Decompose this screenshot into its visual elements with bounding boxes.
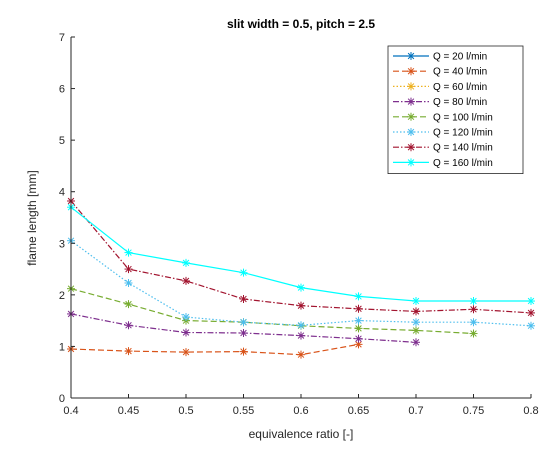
legend-item: Q = 100 l/min: [393, 112, 493, 123]
x-tick-label: 0.75: [463, 405, 484, 417]
legend-item: Q = 80 l/min: [393, 97, 487, 108]
legend-marker: [407, 128, 415, 136]
data-point: [354, 324, 363, 333]
data-point: [354, 304, 363, 313]
data-point: [239, 329, 248, 338]
x-tick-label: 0.8: [523, 405, 538, 417]
data-point: [182, 258, 190, 267]
x-axis-label: equivalence ratio [-]: [249, 427, 354, 441]
data-point: [354, 316, 363, 325]
data-point: [124, 278, 133, 287]
data-point: [297, 350, 305, 359]
legend-item: Q = 60 l/min: [393, 82, 487, 93]
legend-marker: [407, 52, 415, 60]
legend: Q = 20 l/min Q = 40 l/min Q = 60 l/min Q = …: [387, 45, 524, 174]
legend-item: Q = 120 l/min: [393, 128, 493, 139]
data-point: [469, 318, 478, 327]
legend-label: Q = 20 l/min: [433, 52, 487, 63]
x-tick-label: 0.5: [178, 405, 193, 417]
data-point: [182, 313, 190, 322]
y-tick-label: 4: [59, 187, 65, 199]
legend-marker: [407, 158, 415, 167]
data-point: [412, 297, 420, 306]
legend-box: [387, 45, 524, 174]
data-point: [354, 292, 363, 301]
axes: 0.4 0.45 0.5 0.55 0.6 0.65 0.7 0.75 0.8 0 1 2 3 4 5 6 7: [59, 32, 539, 417]
data-point: [527, 297, 535, 306]
series-line: [70, 343, 359, 356]
y-tick-label: 6: [59, 84, 65, 96]
data-point: [527, 321, 535, 330]
data-point: [239, 318, 248, 327]
data-point: [124, 248, 133, 257]
series-line: [70, 240, 532, 327]
legend-item: Q = 40 l/min: [393, 67, 487, 78]
data-point: [469, 305, 478, 314]
legend-marker: [407, 67, 415, 76]
series-8: [67, 203, 535, 306]
y-tick-label: 3: [59, 238, 65, 250]
y-tick-label: 2: [59, 290, 65, 302]
legend-marker: [407, 97, 415, 106]
y-tick-label: 7: [59, 32, 65, 44]
data-point: [469, 329, 478, 338]
data-point: [297, 301, 305, 310]
data-point: [412, 307, 420, 316]
x-tick-label: 0.4: [63, 405, 78, 417]
data-point: [297, 331, 305, 340]
legend-item: Q = 140 l/min: [393, 143, 493, 154]
chart-title: slit width = 0.5, pitch = 2.5: [227, 17, 375, 31]
data-point: [297, 283, 305, 292]
legend-item: Q = 160 l/min: [393, 158, 493, 169]
legend-item: Q = 20 l/min: [393, 52, 487, 63]
data-point: [527, 308, 535, 317]
legend-label: Q = 120 l/min: [433, 128, 493, 139]
x-tick-label: 0.6: [293, 405, 308, 417]
data-point: [124, 321, 133, 330]
data-point: [182, 276, 190, 285]
series-7: [67, 196, 535, 317]
y-tick-label: 1: [59, 341, 65, 353]
legend-label: Q = 60 l/min: [433, 82, 487, 93]
legend-label: Q = 160 l/min: [433, 158, 493, 169]
legend-marker: [407, 112, 415, 121]
series-layer: [67, 196, 535, 359]
legend-marker: [407, 82, 415, 91]
x-tick-label: 0.45: [118, 405, 139, 417]
data-point: [354, 334, 363, 343]
data-point: [412, 338, 420, 347]
legend-label: Q = 40 l/min: [433, 67, 487, 78]
x-tick-label: 0.7: [408, 405, 423, 417]
data-point: [124, 300, 133, 309]
legend-label: Q = 140 l/min: [433, 143, 493, 154]
data-point: [239, 294, 248, 303]
legend-label: Q = 100 l/min: [433, 112, 493, 123]
data-point: [412, 318, 420, 327]
data-point: [182, 328, 190, 337]
y-axis-label: flame length [mm]: [25, 170, 39, 265]
data-point: [239, 268, 248, 277]
data-point: [239, 347, 248, 356]
y-tick-label: 0: [59, 393, 65, 405]
x-tick-label: 0.65: [348, 405, 369, 417]
data-point: [182, 348, 190, 357]
y-tick-label: 5: [59, 135, 65, 147]
data-point: [469, 297, 478, 306]
data-point: [124, 347, 133, 356]
x-tick-label: 0.55: [233, 405, 254, 417]
data-point: [124, 265, 133, 274]
data-point: [297, 321, 305, 330]
series-6: [67, 236, 535, 330]
series-4: [67, 309, 420, 347]
legend-marker: [407, 143, 415, 152]
legend-label: Q = 80 l/min: [433, 97, 487, 108]
data-point: [412, 326, 420, 335]
